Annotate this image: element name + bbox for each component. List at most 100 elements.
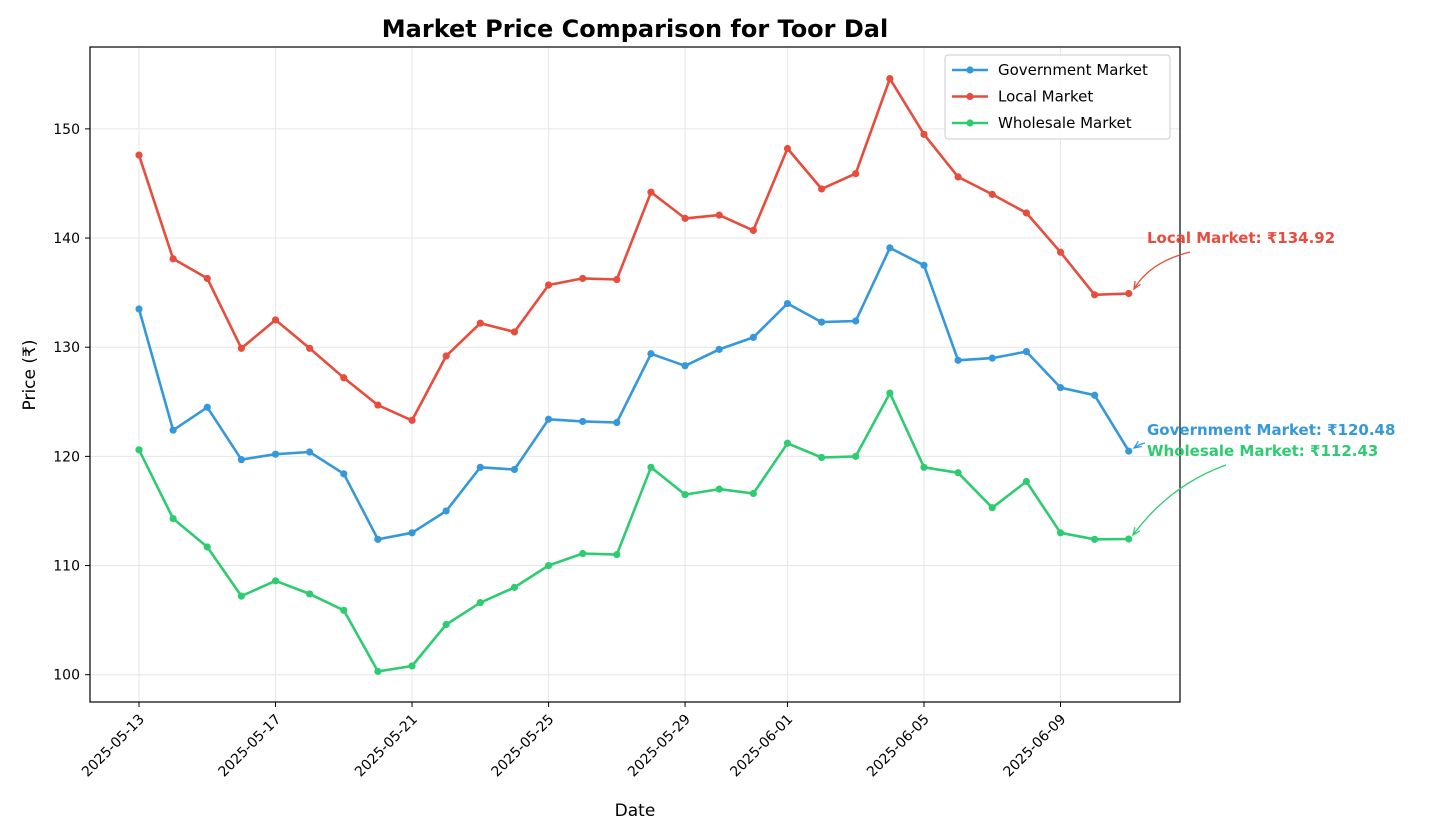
data-point (1125, 535, 1133, 543)
x-tick-label: 2025-05-13 (79, 712, 148, 781)
x-axis-ticks: 2025-05-13 2025-05-17 2025-05-21 2025-05-25… (79, 702, 1069, 780)
data-point (544, 561, 553, 570)
data-point (988, 354, 996, 362)
data-point (442, 620, 450, 629)
series-line (137, 77, 1129, 422)
data-point (852, 452, 860, 460)
data-point (476, 463, 484, 471)
data-point (237, 456, 245, 464)
data-point (920, 463, 928, 471)
data-point (681, 362, 689, 370)
data-point (374, 535, 382, 543)
data-point (1091, 391, 1099, 399)
legend-swatch-marker (966, 92, 974, 101)
data-point (613, 275, 621, 284)
grid-lines (90, 47, 1180, 702)
legend: Government Market Local Market Wholesale M… (944, 54, 1171, 140)
data-point (1056, 248, 1065, 256)
x-tick-label: 2025-06-09 (1000, 712, 1069, 781)
annotation-arrowhead (1133, 280, 1141, 291)
data-point (271, 316, 280, 324)
series-line (137, 391, 1129, 673)
data-point (886, 244, 894, 252)
data-point (1091, 535, 1099, 543)
data-point (203, 543, 211, 551)
y-tick-label: 120 (53, 449, 80, 465)
annotation: Local Market: ₹134.92 (1133, 229, 1335, 291)
data-point (510, 465, 519, 474)
data-point (818, 185, 826, 193)
y-tick-label: 130 (53, 340, 80, 356)
annotation-arrow (1133, 251, 1191, 290)
series-wholesale-market (135, 389, 1133, 676)
annotation: Government Market: ₹120.48 (1132, 421, 1395, 449)
annotation-arrowhead (1132, 527, 1141, 537)
x-tick-label: 2025-05-21 (352, 712, 421, 781)
annotation-arrow (1132, 464, 1227, 536)
data-point (1022, 209, 1030, 217)
series-government-market (135, 244, 1133, 543)
data-point (135, 151, 143, 159)
data-point (1056, 529, 1065, 537)
data-point (408, 662, 416, 670)
legend-entry: Local Market (952, 88, 1093, 106)
chart-title: Market Price Comparison for Toor Dal (382, 15, 888, 43)
data-point (135, 446, 143, 454)
data-point (886, 75, 894, 83)
data-point (442, 352, 450, 360)
x-tick-label: 2025-06-05 (864, 712, 933, 781)
data-point (920, 261, 928, 269)
data-point (988, 190, 996, 198)
data-point (135, 305, 143, 313)
data-point (681, 214, 689, 222)
data-point (988, 504, 996, 512)
data-point (442, 507, 450, 515)
y-axis-ticks: 100 110 120 130 140 150 (53, 122, 90, 684)
x-axis-label: Date (615, 801, 656, 821)
legend-label: Local Market (998, 88, 1093, 106)
data-point (306, 344, 314, 352)
annotation: Wholesale Market: ₹112.43 (1132, 442, 1378, 537)
data-point (340, 374, 348, 382)
x-tick-label: 2025-05-29 (625, 712, 694, 781)
data-point (647, 350, 655, 358)
data-point (237, 344, 245, 352)
data-point (408, 529, 416, 537)
data-point (306, 590, 314, 598)
y-tick-label: 150 (53, 122, 80, 138)
data-point (818, 318, 826, 326)
y-axis-label: Price (₹) (20, 340, 40, 411)
data-point (783, 439, 792, 447)
legend-label: Wholesale Market (998, 114, 1132, 132)
data-point (749, 226, 757, 234)
y-tick-label: 140 (53, 231, 80, 247)
data-point (647, 188, 655, 196)
data-point (203, 403, 211, 411)
data-point (920, 130, 928, 138)
y-tick-label: 110 (53, 559, 80, 575)
legend-box (944, 54, 1171, 140)
annotation-arrowhead (1132, 440, 1142, 449)
legend-label: Government Market (998, 61, 1148, 79)
data-point (169, 255, 177, 263)
data-point (544, 281, 553, 289)
data-point (408, 416, 416, 424)
legend-swatch-marker (966, 66, 974, 74)
data-point (544, 415, 553, 423)
data-point (271, 577, 280, 585)
data-point (783, 144, 792, 153)
data-point (169, 426, 177, 434)
data-point (818, 453, 826, 462)
series-line (137, 246, 1130, 541)
data-point (1091, 291, 1099, 299)
y-tick-label: 100 (53, 668, 80, 684)
x-tick-label: 2025-05-25 (489, 712, 558, 781)
data-point (476, 319, 484, 327)
data-point (749, 333, 757, 341)
data-point (852, 170, 860, 178)
data-point (1022, 477, 1030, 486)
x-tick-label: 2025-06-01 (727, 712, 796, 781)
data-point (954, 356, 962, 364)
data-point (306, 448, 314, 456)
